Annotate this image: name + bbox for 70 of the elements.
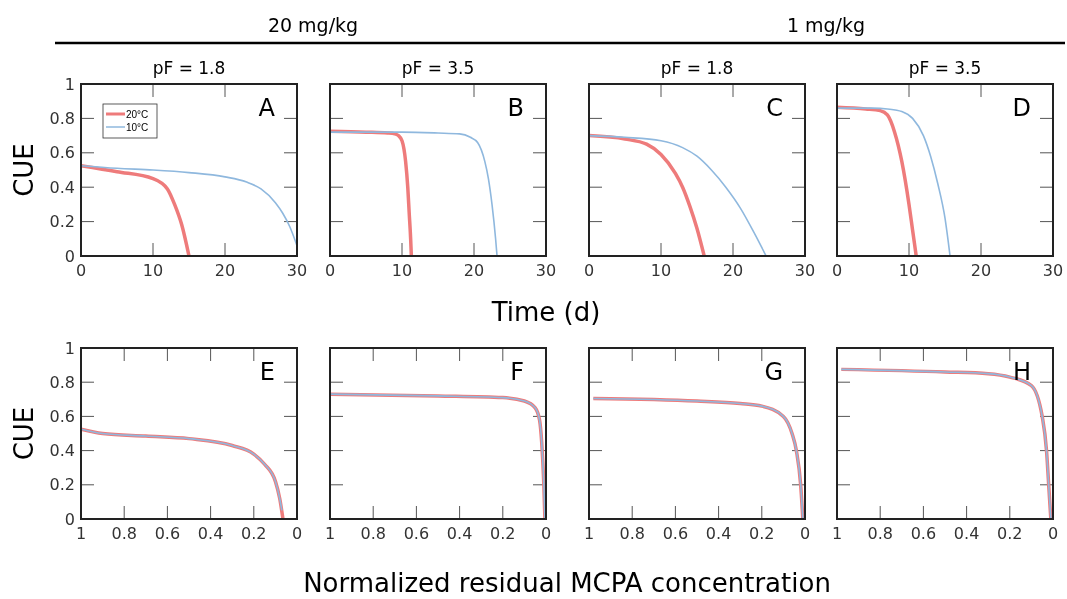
x-tick-label: 0.4	[705, 524, 732, 543]
y-tick-label: 0.4	[49, 441, 75, 461]
x-tick-label: 1	[583, 524, 595, 543]
y-tick-label: 0.2	[49, 212, 75, 232]
x-tick-label: 10	[650, 261, 672, 280]
y-tick-label: 0.2	[49, 475, 75, 495]
y-tick-label: 0	[64, 509, 75, 529]
x-tick-label: 0.4	[953, 524, 980, 543]
annotation: D	[1012, 94, 1031, 122]
x-axis-title: Time (d)	[490, 297, 601, 327]
x-tick-label: 0	[1047, 524, 1059, 543]
x-tick-label: 0.2	[997, 524, 1023, 543]
annotation: E	[259, 358, 275, 386]
chart-title: pF = 3.5	[908, 58, 982, 78]
x-tick-label: 0	[324, 261, 336, 280]
x-tick-label: 20	[214, 261, 236, 280]
x-tick-label: 0	[291, 524, 303, 543]
y-tick-label: 1	[64, 338, 75, 358]
chart-subtitle: 20 mg/kg	[267, 14, 359, 36]
x-tick-label: 0.8	[867, 524, 893, 543]
y-axis-title: CUE	[9, 406, 39, 461]
annotation: B	[507, 94, 524, 122]
x-tick-label: 0.8	[619, 524, 645, 543]
y-tick-label: 1	[64, 74, 75, 94]
x-tick-label: 0.6	[403, 524, 430, 543]
y-tick-label: 0	[64, 246, 75, 266]
x-tick-label: 30	[535, 261, 557, 280]
x-tick-label: 0.4	[446, 524, 473, 543]
x-tick-label: 0.6	[910, 524, 937, 543]
y-axis-title: CUE	[9, 143, 39, 197]
y-tick-label: 0.4	[49, 177, 75, 197]
x-tick-label: 30	[794, 261, 816, 280]
x-tick-label: 0.6	[662, 524, 689, 543]
x-tick-label: 0.8	[360, 524, 386, 543]
x-tick-label: 10	[391, 261, 413, 280]
x-tick-label: 0.8	[111, 524, 137, 543]
x-tick-label: 1	[831, 524, 843, 543]
x-tick-label: 0.2	[490, 524, 516, 543]
x-tick-label: 30	[286, 261, 308, 280]
x-tick-label: 0.2	[749, 524, 775, 543]
y-tick-label: 0.8	[49, 372, 75, 392]
x-tick-label: 0	[540, 524, 552, 543]
x-tick-label: 0.2	[241, 524, 267, 543]
x-tick-label: 20	[463, 261, 485, 280]
chart-title: pF = 1.8	[152, 58, 226, 78]
x-tick-label: 0.4	[197, 524, 224, 543]
x-tick-label: 0.6	[154, 524, 181, 543]
chart-title: pF = 1.8	[660, 58, 734, 78]
annotation: C	[766, 94, 783, 122]
x-tick-label: 20	[970, 261, 992, 280]
legend-label: 20°C	[126, 108, 149, 120]
x-tick-label: 10	[898, 261, 920, 280]
y-tick-label: 0.6	[49, 407, 75, 426]
x-tick-label: 10	[142, 261, 164, 280]
chart-subtitle: 1 mg/kg	[786, 14, 866, 36]
legend-label: 10°C	[126, 121, 149, 133]
x-tick-label: 1	[324, 524, 336, 543]
annotation: H	[1012, 358, 1031, 386]
x-tick-label: 0	[583, 261, 595, 280]
y-tick-label: 0.6	[49, 143, 75, 163]
x-tick-label: 0	[799, 524, 811, 543]
annotation: G	[764, 358, 783, 386]
annotation: A	[258, 94, 276, 122]
chart-title: pF = 3.5	[401, 58, 475, 78]
x-tick-label: 20	[722, 261, 744, 280]
x-axis-title: Normalized residual MCPA concentration	[303, 568, 831, 598]
annotation: F	[510, 358, 524, 386]
x-tick-label: 0	[831, 261, 843, 280]
x-tick-label: 30	[1042, 261, 1064, 280]
y-tick-label: 0.8	[49, 109, 75, 128]
